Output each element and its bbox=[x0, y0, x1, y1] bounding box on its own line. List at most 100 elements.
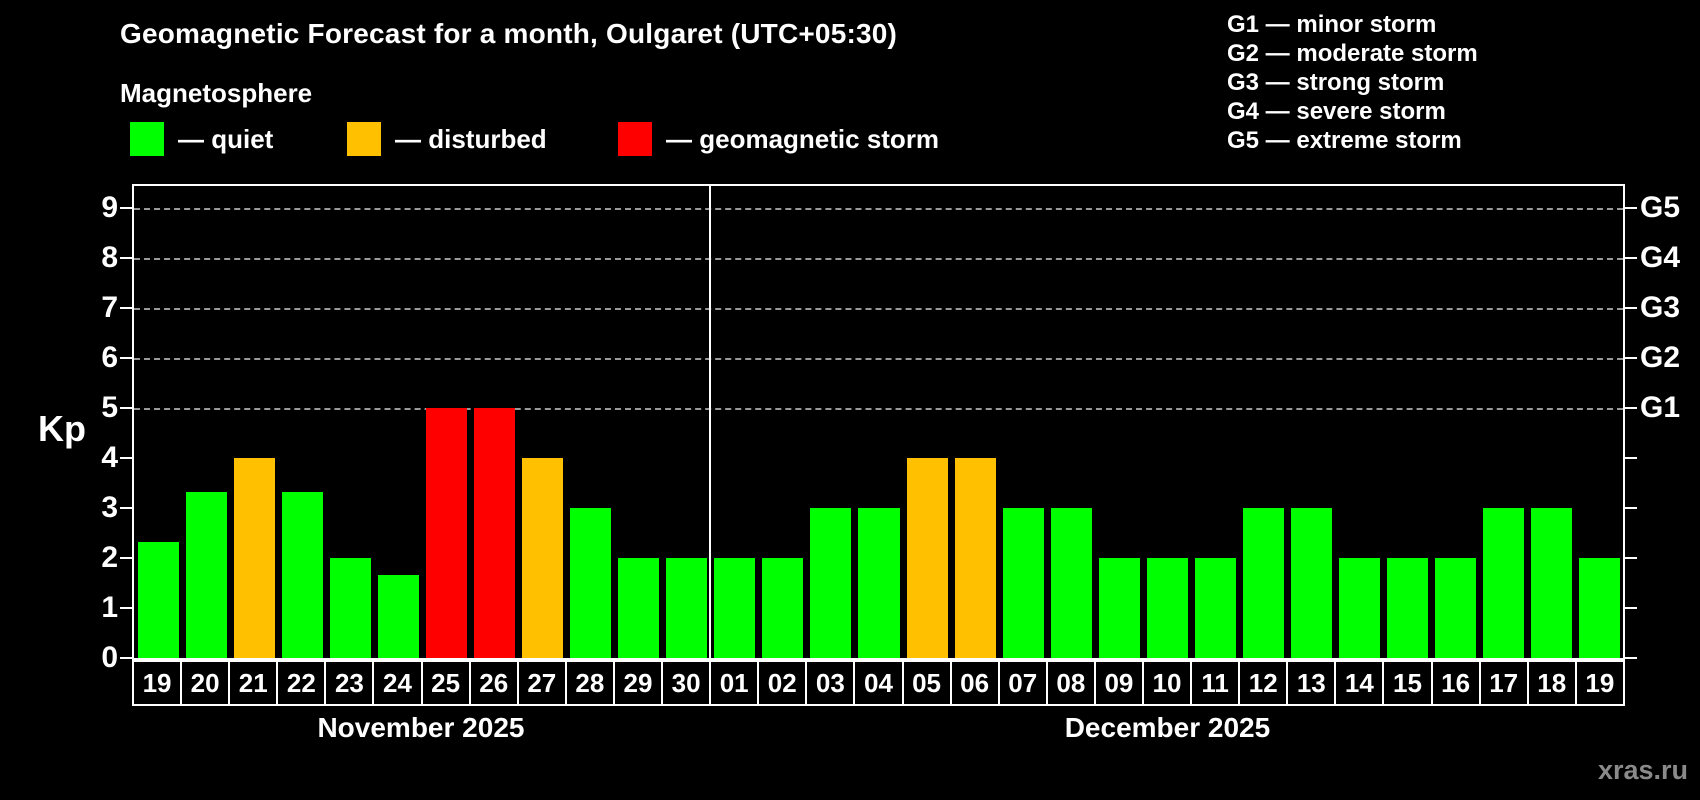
day-box-08: 08 bbox=[1045, 660, 1096, 706]
day-box-07: 07 bbox=[997, 660, 1048, 706]
day-box-28: 28 bbox=[564, 660, 615, 706]
right-tick-kp-9 bbox=[1625, 207, 1637, 209]
kp-bar-day-10 bbox=[1146, 558, 1188, 658]
day-box-19: 19 bbox=[132, 660, 183, 706]
right-tick-kp-3 bbox=[1625, 507, 1637, 509]
g4-legend-line: G4 — severe storm bbox=[1227, 98, 1446, 125]
left-tick-kp-4 bbox=[120, 457, 132, 459]
right-tick-kp-7 bbox=[1625, 307, 1637, 309]
gridline-kp-5 bbox=[134, 408, 1623, 410]
day-box-26: 26 bbox=[468, 660, 519, 706]
kp-bar-day-01 bbox=[714, 558, 756, 658]
left-tick-kp-1 bbox=[120, 607, 132, 609]
kp-bar-day-12 bbox=[1242, 508, 1284, 658]
gridline-kp-7 bbox=[134, 308, 1623, 310]
kp-bar-day-08 bbox=[1050, 508, 1092, 658]
y-tick-label-5: 5 bbox=[101, 391, 118, 424]
kp-bar-day-03 bbox=[810, 508, 852, 658]
day-box-15: 15 bbox=[1382, 660, 1433, 706]
kp-bar-day-06 bbox=[954, 458, 996, 658]
left-tick-kp-2 bbox=[120, 557, 132, 559]
day-box-29: 29 bbox=[612, 660, 664, 706]
y-tick-label-2: 2 bbox=[101, 541, 118, 574]
gridline-kp-6 bbox=[134, 358, 1623, 360]
legend-label-storm: — geomagnetic storm bbox=[666, 123, 940, 154]
legend-item-disturbed: — disturbed bbox=[347, 120, 547, 158]
kp-bar-day-29 bbox=[618, 558, 660, 658]
right-tick-kp-2 bbox=[1625, 557, 1637, 559]
kp-bar-day-27 bbox=[522, 458, 564, 658]
day-box-18: 18 bbox=[1526, 660, 1577, 706]
day-box-11: 11 bbox=[1190, 660, 1241, 706]
y-tick-label-7: 7 bbox=[101, 291, 118, 324]
left-tick-kp-8 bbox=[120, 257, 132, 259]
gridline-kp-9 bbox=[134, 208, 1623, 210]
kp-bar-day-09 bbox=[1098, 558, 1140, 658]
kp-bar-day-19 bbox=[138, 541, 180, 658]
day-box-01: 01 bbox=[709, 660, 760, 706]
legend-label-disturbed: — disturbed bbox=[395, 123, 547, 154]
g2-legend-line: G2 — moderate storm bbox=[1227, 40, 1478, 67]
kp-bar-day-17 bbox=[1482, 508, 1524, 658]
kp-bar-day-11 bbox=[1194, 558, 1236, 658]
watermark: xras.ru bbox=[1597, 755, 1688, 785]
right-axis-label-g1: G1 bbox=[1640, 391, 1681, 424]
g-scale-legend: G1 — minor storm G2 — moderate storm G3 … bbox=[1227, 10, 1478, 155]
kp-bar-day-19 bbox=[1578, 558, 1620, 658]
y-tick-label-8: 8 bbox=[101, 241, 118, 274]
month-label-november: November 2025 bbox=[317, 712, 525, 743]
right-axis-label-g5: G5 bbox=[1640, 191, 1681, 224]
day-box-27: 27 bbox=[516, 660, 567, 706]
day-box-23: 23 bbox=[324, 660, 375, 706]
storm-color-swatch bbox=[618, 122, 652, 156]
kp-bar-day-22 bbox=[282, 491, 324, 658]
day-box-22: 22 bbox=[276, 660, 327, 706]
y-tick-label-4: 4 bbox=[101, 441, 118, 474]
day-box-03: 03 bbox=[805, 660, 856, 706]
y-tick-label-9: 9 bbox=[101, 191, 118, 224]
right-tick-kp-8 bbox=[1625, 257, 1637, 259]
y-tick-label-3: 3 bbox=[101, 491, 118, 524]
kp-bar-day-15 bbox=[1386, 558, 1428, 658]
kp-bar-day-24 bbox=[378, 574, 420, 658]
kp-bar-day-30 bbox=[666, 558, 708, 658]
magnetosphere-label: Magnetosphere bbox=[120, 78, 313, 108]
kp-bar-day-28 bbox=[570, 508, 612, 658]
kp-bar-day-04 bbox=[858, 508, 900, 658]
quiet-color-swatch bbox=[130, 122, 164, 156]
day-box-19: 19 bbox=[1574, 660, 1625, 706]
left-tick-kp-3 bbox=[120, 507, 132, 509]
y-axis-tick-labels: 0 1 2 3 4 5 6 7 8 9 bbox=[58, 184, 118, 673]
right-tick-kp-6 bbox=[1625, 357, 1637, 359]
kp-bar-day-14 bbox=[1338, 558, 1380, 658]
g1-legend-line: G1 — minor storm bbox=[1227, 11, 1437, 38]
kp-bar-day-20 bbox=[186, 491, 228, 658]
kp-bar-day-05 bbox=[906, 458, 948, 658]
right-axis-label-g2: G2 bbox=[1640, 341, 1681, 374]
day-box-06: 06 bbox=[949, 660, 1000, 706]
right-axis-label-g4: G4 bbox=[1640, 241, 1681, 274]
day-box-05: 05 bbox=[901, 660, 952, 706]
day-box-12: 12 bbox=[1238, 660, 1289, 706]
disturbed-color-swatch bbox=[347, 122, 381, 156]
day-box-02: 02 bbox=[757, 660, 808, 706]
g5-legend-line: G5 — extreme storm bbox=[1227, 127, 1462, 154]
right-axis-g-labels: G1 G2 G3 G4 G5 bbox=[1640, 184, 1700, 660]
right-tick-kp-0 bbox=[1625, 657, 1637, 659]
day-box-13: 13 bbox=[1286, 660, 1337, 706]
month-label-december: December 2025 bbox=[1064, 712, 1271, 743]
gridline-kp-8 bbox=[134, 258, 1623, 260]
kp-bar-day-16 bbox=[1434, 558, 1476, 658]
day-box-21: 21 bbox=[228, 660, 279, 706]
left-tick-kp-6 bbox=[120, 357, 132, 359]
day-box-24: 24 bbox=[372, 660, 423, 706]
legend-item-quiet: — quiet bbox=[130, 120, 273, 158]
left-tick-kp-7 bbox=[120, 307, 132, 309]
right-tick-kp-1 bbox=[1625, 607, 1637, 609]
kp-bar-day-25 bbox=[426, 408, 468, 658]
left-tick-kp-9 bbox=[120, 207, 132, 209]
day-label-row: 19 20 21 22 23 24 25 26 27 28 29 30 01 02 03 04 05 06 07 08… bbox=[132, 660, 1625, 706]
kp-bar-day-23 bbox=[330, 558, 372, 658]
day-box-14: 14 bbox=[1334, 660, 1385, 706]
